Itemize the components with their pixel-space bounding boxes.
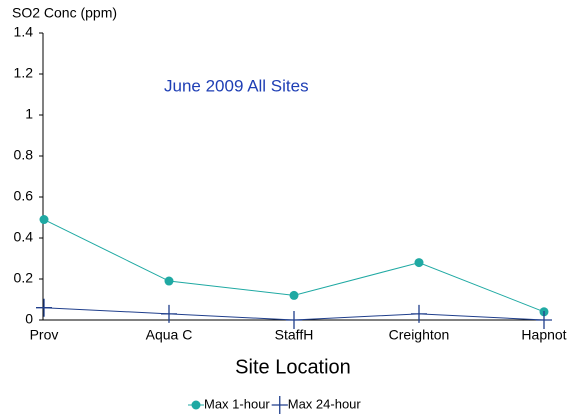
- data-point: [39, 215, 49, 225]
- data-point: [536, 311, 552, 329]
- data-point: [411, 304, 427, 323]
- x-tick-label: Creighton: [389, 327, 450, 343]
- y-tick-label: 1.2: [14, 65, 34, 81]
- y-tick-label: 0.8: [14, 147, 34, 163]
- y-tick-label: 1: [25, 106, 33, 122]
- legend-label: Max 24-hour: [288, 396, 362, 411]
- annotation: June 2009 All Sites: [164, 76, 309, 95]
- y-tick-label: 0.2: [14, 270, 34, 286]
- y-tick-label: 0.4: [14, 229, 34, 245]
- legend-label: Max 1-hour: [204, 396, 270, 411]
- y-tick-label: 1.4: [14, 24, 34, 40]
- x-tick-label: Aqua C: [146, 327, 193, 343]
- data-point: [164, 276, 174, 286]
- y-tick-label: 0: [25, 311, 33, 327]
- y-tick-label: 0.6: [14, 188, 34, 204]
- data-point: [414, 258, 424, 268]
- y-axis-label: SO2 Conc (ppm): [12, 5, 117, 21]
- data-point: [286, 311, 302, 329]
- legend-marker: [191, 400, 201, 410]
- x-tick-label: Prov: [30, 327, 59, 343]
- data-point: [289, 290, 299, 300]
- x-tick-label: Hapnot: [521, 327, 566, 343]
- x-tick-label: StaffH: [275, 327, 314, 343]
- data-point: [36, 298, 52, 317]
- x-axis-label: Site Location: [235, 356, 351, 378]
- data-point: [161, 304, 177, 323]
- legend-marker: [271, 396, 288, 414]
